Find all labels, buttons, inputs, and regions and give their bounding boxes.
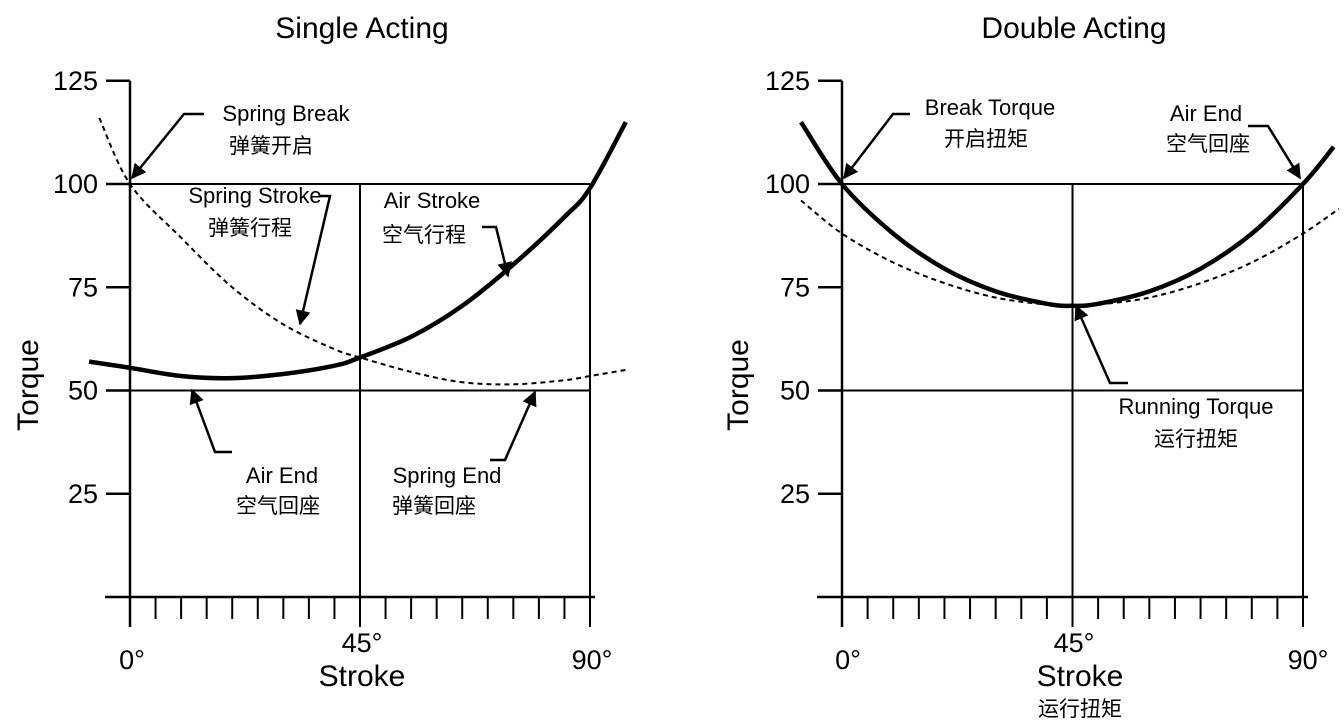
double-acting-y-tick-labels: 25 50 75 100 125 (765, 66, 810, 509)
double-acting-x-tick-45: 45° (1054, 628, 1095, 658)
running-torque-label: Running Torque (1119, 394, 1274, 419)
spring-break-label: Spring Break (222, 101, 350, 126)
single-acting-x-axis-label: Stroke (319, 660, 406, 693)
single-acting-y-tick-label: 75 (68, 272, 98, 302)
double-acting-frame (817, 79, 1308, 627)
running-torque-arrow (1074, 304, 1128, 385)
spring-break-label-cn: 弹簧开启 (229, 135, 313, 158)
double-acting-y-axis-label: Torque (722, 339, 755, 431)
single-acting-y-tick-label: 100 (53, 169, 98, 199)
double-acting-y-tick-label: 25 (780, 479, 810, 509)
air-end-arrow (189, 388, 232, 454)
single-acting-dashed-curve (98, 117, 626, 386)
single-acting-y-tick-label: 25 (68, 479, 98, 509)
spring-end-arrow (490, 390, 537, 462)
spring-stroke-label: Spring Stroke (188, 183, 321, 208)
single-acting-y-axis-label: Torque (12, 339, 45, 431)
double-acting-chart: Double Acting Torque Stroke 运行扭矩 25 50 75 1… (722, 12, 1340, 721)
single-acting-x-tick-45: 45° (342, 628, 383, 658)
break-torque-label: Break Torque (925, 95, 1055, 120)
single-acting-y-tick-label: 125 (53, 66, 98, 96)
double-acting-solid-curve (799, 120, 1336, 309)
air-end-label-cn: 空气回座 (236, 495, 320, 518)
single-acting-annotation-arrows (131, 112, 537, 462)
break-torque-arrow (843, 112, 910, 180)
double-acting-x-axis-label-cn: 运行扭矩 (1038, 698, 1122, 721)
single-acting-chart: Single Acting Torque Stroke 25 50 75 100 125… (12, 12, 628, 693)
single-acting-x-tick-90: 90° (572, 645, 613, 675)
double-acting-y-tick-label: 75 (780, 272, 810, 302)
double-acting-y-tick-label: 50 (780, 376, 810, 406)
double-acting-x-tick-90: 90° (1288, 645, 1329, 675)
spring-end-label-cn: 弹簧回座 (392, 495, 476, 518)
air-end-label: Air End (246, 463, 318, 488)
single-acting-title: Single Acting (275, 12, 448, 45)
double-acting-series (799, 120, 1340, 309)
double-acting-y-tick-label: 100 (765, 169, 810, 199)
air-end-label-right: Air End (1170, 101, 1242, 126)
spring-stroke-label-cn: 弹簧行程 (208, 217, 292, 240)
air-end-label-right-cn: 空气回座 (1166, 133, 1250, 156)
single-acting-solid-curve (88, 121, 628, 381)
double-acting-x-axis-label: Stroke (1037, 660, 1124, 693)
double-acting-title: Double Acting (981, 12, 1166, 45)
spring-break-arrow (131, 112, 204, 180)
double-acting-y-tick-label: 125 (765, 66, 810, 96)
break-torque-label-cn: 开启扭矩 (944, 128, 1028, 151)
single-acting-y-tick-labels: 25 50 75 100 125 (53, 66, 98, 509)
single-acting-frame (105, 79, 595, 627)
spring-stroke-arrow (295, 194, 332, 326)
double-acting-annotation-arrows (843, 112, 1302, 385)
single-acting-x-tick-0: 0° (119, 645, 145, 675)
spring-end-label: Spring End (393, 463, 502, 488)
air-stroke-label: Air Stroke (384, 188, 481, 213)
air-end-arrow-right (1248, 124, 1302, 180)
air-stroke-arrow (482, 225, 513, 278)
single-acting-series (88, 117, 628, 386)
double-acting-x-tick-0: 0° (835, 645, 861, 675)
running-torque-label-cn: 运行扭矩 (1154, 428, 1238, 451)
single-acting-y-tick-label: 50 (68, 376, 98, 406)
air-stroke-label-cn: 空气行程 (382, 224, 466, 247)
double-acting-dashed-curve (800, 199, 1340, 307)
